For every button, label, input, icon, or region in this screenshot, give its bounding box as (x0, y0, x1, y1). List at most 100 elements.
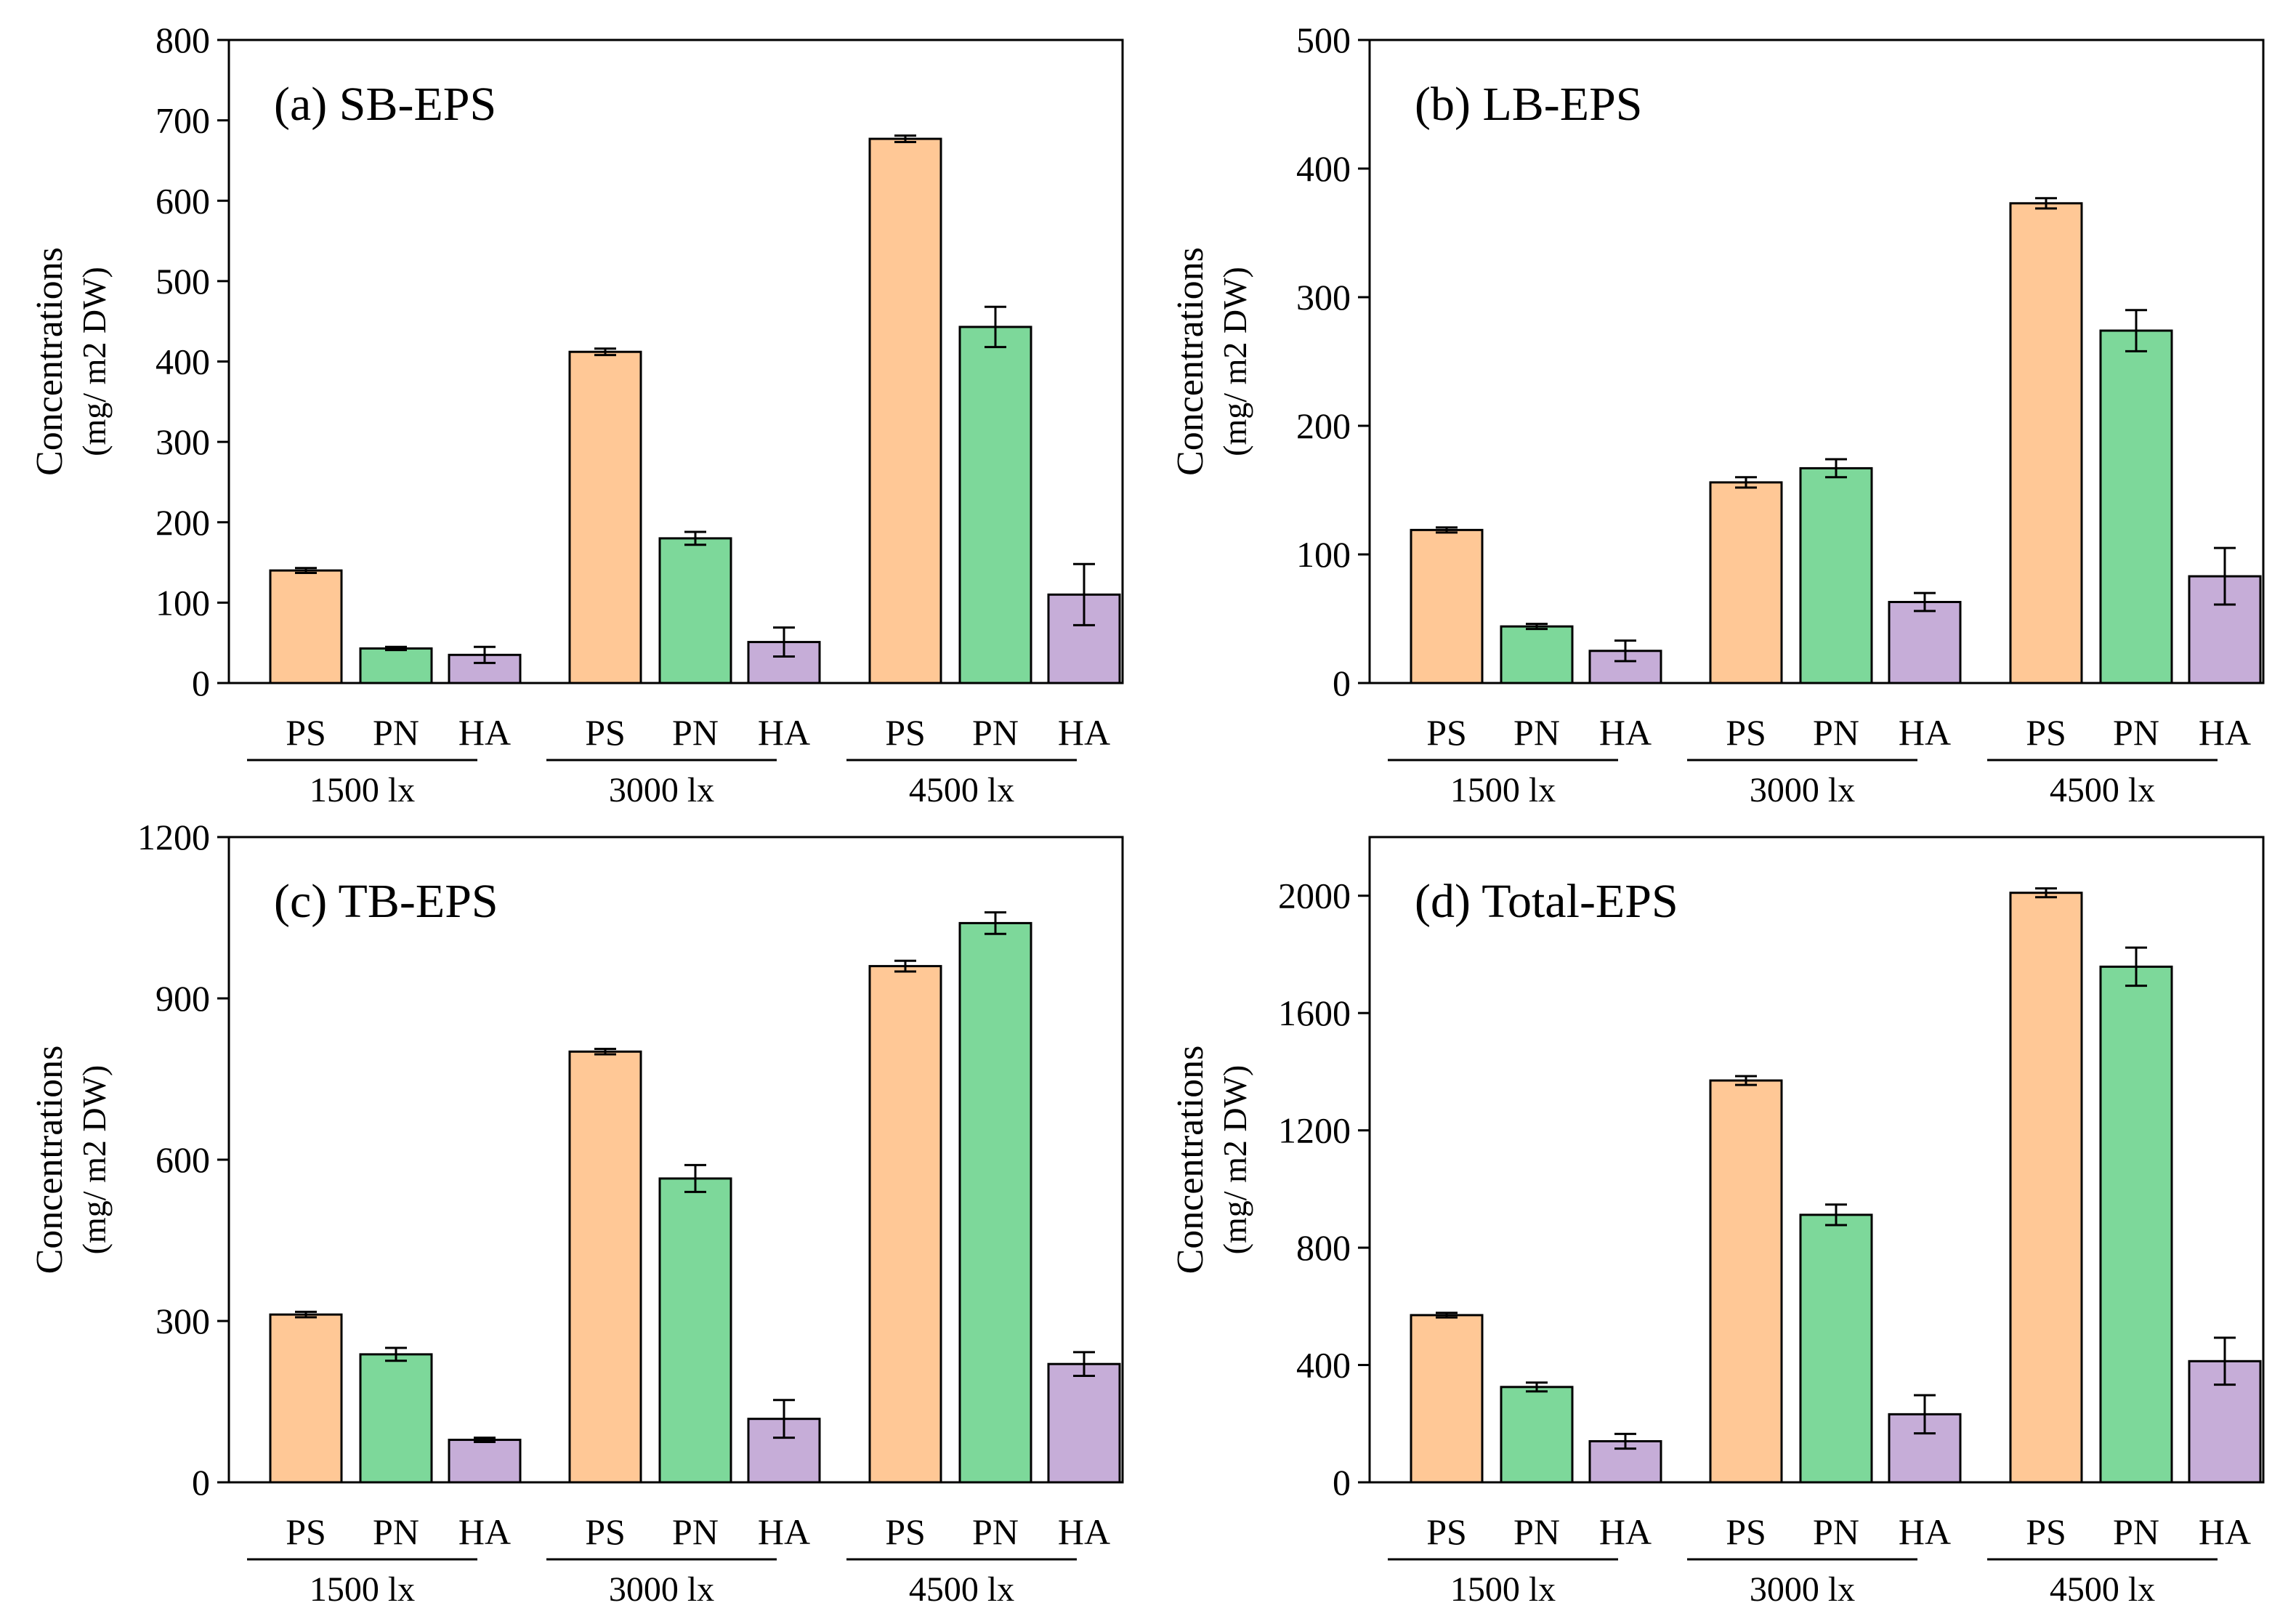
y-axis-title: Concentrations (29, 247, 70, 476)
category-label: PN (972, 1511, 1019, 1552)
bar-ps-3000lx (1709, 481, 1783, 684)
category-label: PS (1726, 1511, 1766, 1552)
y-tick-label: 300 (155, 1301, 210, 1341)
category-label: PS (585, 1511, 626, 1552)
category-label: HA (458, 712, 511, 753)
y-tick-label: 0 (192, 663, 210, 703)
category-label: PN (672, 1511, 719, 1552)
group-label: 3000 lx (609, 1570, 714, 1609)
y-tick-label: 300 (1296, 277, 1351, 318)
category-label: PN (972, 712, 1019, 753)
bar-ps-3000lx (568, 1050, 642, 1484)
category-label: PS (1726, 712, 1766, 753)
bar-pn-3000lx (1799, 466, 1873, 684)
y-tick-label: 2000 (1278, 876, 1351, 916)
category-label: HA (2199, 1511, 2251, 1552)
y-tick-label: 800 (1296, 1227, 1351, 1268)
bar-ha-3000lx (1888, 600, 1962, 684)
y-tick-label: 300 (155, 421, 210, 462)
bar-ha-3000lx (747, 641, 821, 684)
y-tick-label: 600 (155, 1139, 210, 1180)
category-label: PN (373, 712, 419, 753)
y-tick-label: 100 (155, 582, 210, 623)
panel-title: (a) SB-EPS (274, 78, 496, 131)
y-tick-label: 200 (155, 502, 210, 543)
y-tick-label: 1200 (1278, 1110, 1351, 1151)
group-label: 4500 lx (909, 771, 1014, 809)
y-axis-unit: (mg/ m2 DW) (76, 1065, 113, 1255)
y-tick-label: 500 (155, 261, 210, 302)
y-axis-title: Concentrations (29, 1046, 70, 1274)
category-label: HA (1058, 1511, 1110, 1552)
category-label: PS (1426, 712, 1467, 753)
group-label: 1500 lx (1450, 771, 1556, 809)
bar-ha-4500lx (1047, 1362, 1121, 1484)
group-label: 1500 lx (310, 771, 415, 809)
y-tick-label: 800 (155, 20, 210, 60)
category-label: PS (286, 712, 326, 753)
bar-pn-4500lx (2099, 965, 2173, 1484)
y-axis-unit: (mg/ m2 DW) (1216, 1065, 1253, 1255)
bar-ps-1500lx (269, 1313, 343, 1484)
category-label: PS (2026, 1511, 2066, 1552)
bar-ps-1500lx (1410, 528, 1484, 684)
bar-ps-4500lx (2009, 202, 2083, 684)
bar-pn-4500lx (958, 921, 1032, 1484)
group-label: 1500 lx (1450, 1570, 1556, 1609)
y-tick-label: 100 (1296, 534, 1351, 575)
bar-pn-1500lx (1500, 625, 1574, 684)
bar-ps-3000lx (568, 350, 642, 684)
y-tick-label: 400 (1296, 1345, 1351, 1386)
panel-title: (c) TB-EPS (274, 875, 498, 928)
y-axis-title: Concentrations (1170, 1046, 1211, 1274)
bar-ps-4500lx (868, 965, 942, 1484)
bar-ps-4500lx (868, 137, 942, 684)
category-label: HA (758, 712, 810, 753)
y-axis-unit: (mg/ m2 DW) (1216, 267, 1253, 456)
bar-ps-4500lx (2009, 892, 2083, 1484)
y-tick-label: 1600 (1278, 993, 1351, 1033)
bar-ps-3000lx (1709, 1079, 1783, 1484)
category-label: HA (1599, 712, 1652, 753)
y-tick-label: 400 (1296, 148, 1351, 189)
y-tick-label: 1200 (137, 817, 210, 857)
y-tick-label: 200 (1296, 405, 1351, 446)
bar-ps-1500lx (1410, 1314, 1484, 1484)
category-label: PS (585, 712, 626, 753)
category-label: PN (1813, 712, 1859, 753)
y-tick-label: 400 (155, 342, 210, 382)
category-label: HA (758, 1511, 810, 1552)
category-label: PS (885, 1511, 926, 1552)
y-tick-label: 600 (155, 180, 210, 221)
bar-ha-1500lx (448, 1439, 522, 1484)
category-label: HA (458, 1511, 511, 1552)
y-tick-label: 700 (155, 100, 210, 141)
category-label: PS (2026, 712, 2066, 753)
bar-pn-3000lx (658, 537, 732, 684)
y-tick-label: 900 (155, 978, 210, 1019)
category-label: HA (1899, 1511, 1951, 1552)
bar-pn-1500lx (1500, 1386, 1574, 1484)
category-label: HA (1599, 1511, 1652, 1552)
bar-pn-3000lx (658, 1177, 732, 1484)
panel-title: (d) Total-EPS (1415, 875, 1678, 928)
category-label: PN (1513, 712, 1560, 753)
group-label: 3000 lx (609, 771, 714, 809)
category-label: HA (1058, 712, 1110, 753)
y-axis-title: Concentrations (1170, 247, 1211, 476)
category-label: PN (1513, 1511, 1560, 1552)
category-label: PN (672, 712, 719, 753)
category-label: PN (2113, 1511, 2159, 1552)
group-label: 4500 lx (909, 1570, 1014, 1609)
y-axis-unit: (mg/ m2 DW) (76, 267, 113, 456)
bar-pn-4500lx (958, 326, 1032, 684)
category-label: PS (1426, 1511, 1467, 1552)
group-label: 1500 lx (310, 1570, 415, 1609)
category-label: PS (286, 1511, 326, 1552)
y-tick-label: 0 (1333, 663, 1351, 703)
y-tick-label: 500 (1296, 20, 1351, 60)
y-tick-label: 0 (192, 1462, 210, 1503)
panel-title: (b) LB-EPS (1415, 78, 1643, 131)
y-tick-label: 0 (1333, 1462, 1351, 1503)
